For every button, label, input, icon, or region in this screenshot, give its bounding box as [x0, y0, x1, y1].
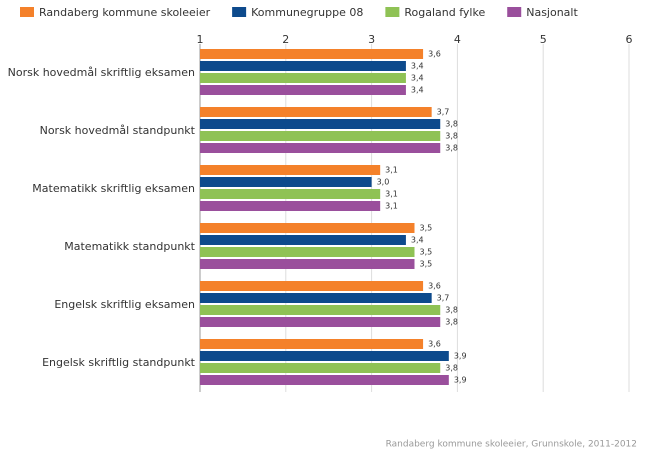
bar — [200, 339, 424, 349]
value-label: 3,5 — [420, 260, 433, 269]
value-label: 3,7 — [437, 294, 450, 303]
value-label: 3,8 — [445, 318, 458, 327]
value-label: 3,9 — [454, 352, 467, 361]
bar — [200, 165, 381, 175]
legend-label: Rogaland fylke — [404, 6, 485, 19]
value-label: 3,6 — [428, 50, 441, 59]
legend-swatch — [385, 7, 400, 17]
value-label: 3,9 — [454, 376, 467, 385]
value-label: 3,1 — [385, 166, 398, 175]
x-tick-label: 5 — [540, 33, 547, 46]
bar — [200, 351, 449, 361]
value-label: 3,8 — [445, 144, 458, 153]
bar — [200, 247, 415, 257]
value-label: 3,8 — [445, 120, 458, 129]
bar — [200, 107, 432, 117]
legend-swatch — [20, 7, 34, 17]
category-label: Engelsk skriftlig standpunkt — [42, 356, 196, 369]
category-label: Matematikk standpunkt — [64, 240, 195, 253]
bar — [200, 49, 424, 59]
bar — [200, 73, 406, 83]
value-label: 3,0 — [377, 178, 390, 187]
bar — [200, 189, 381, 199]
bar — [200, 259, 415, 269]
x-tick-label: 4 — [454, 33, 461, 46]
x-tick-label: 3 — [368, 33, 375, 46]
category-label: Norsk hovedmål standpunkt — [40, 124, 196, 137]
bar — [200, 61, 406, 71]
value-label: 3,4 — [411, 74, 424, 83]
bar — [200, 177, 372, 187]
bar — [200, 317, 441, 327]
value-label: 3,1 — [385, 190, 398, 199]
bar — [200, 293, 432, 303]
category-label: Matematikk skriftlig eksamen — [32, 182, 195, 195]
legend-label: Nasjonalt — [526, 6, 578, 19]
value-label: 3,8 — [445, 306, 458, 315]
source-note: Randaberg kommune skoleeier, Grunnskole,… — [386, 440, 637, 450]
bar — [200, 305, 441, 315]
bar — [200, 235, 406, 245]
value-label: 3,5 — [420, 248, 433, 257]
value-label: 3,4 — [411, 86, 424, 95]
value-label: 3,8 — [445, 132, 458, 141]
bar — [200, 131, 441, 141]
legend-swatch — [507, 7, 522, 17]
value-label: 3,5 — [420, 224, 433, 233]
x-tick-label: 6 — [626, 33, 633, 46]
bar — [200, 375, 449, 385]
x-tick-label: 2 — [282, 33, 289, 46]
value-label: 3,7 — [437, 108, 450, 117]
bar — [200, 143, 441, 153]
value-label: 3,6 — [428, 282, 441, 291]
legend-swatch — [232, 7, 247, 17]
bar — [200, 201, 381, 211]
legend-label: Kommunegruppe 08 — [251, 6, 363, 19]
category-label: Engelsk skriftlig eksamen — [54, 298, 195, 311]
legend-label: Randaberg kommune skoleeier — [39, 6, 211, 19]
value-label: 3,4 — [411, 236, 424, 245]
bar — [200, 363, 441, 373]
value-label: 3,8 — [445, 364, 458, 373]
value-label: 3,6 — [428, 340, 441, 349]
value-label: 3,4 — [411, 62, 424, 71]
bar — [200, 85, 406, 95]
x-tick-label: 1 — [197, 33, 204, 46]
bar — [200, 281, 424, 291]
bar — [200, 223, 415, 233]
bar — [200, 119, 441, 129]
value-label: 3,1 — [385, 202, 398, 211]
category-label: Norsk hovedmål skriftlig eksamen — [8, 66, 195, 79]
